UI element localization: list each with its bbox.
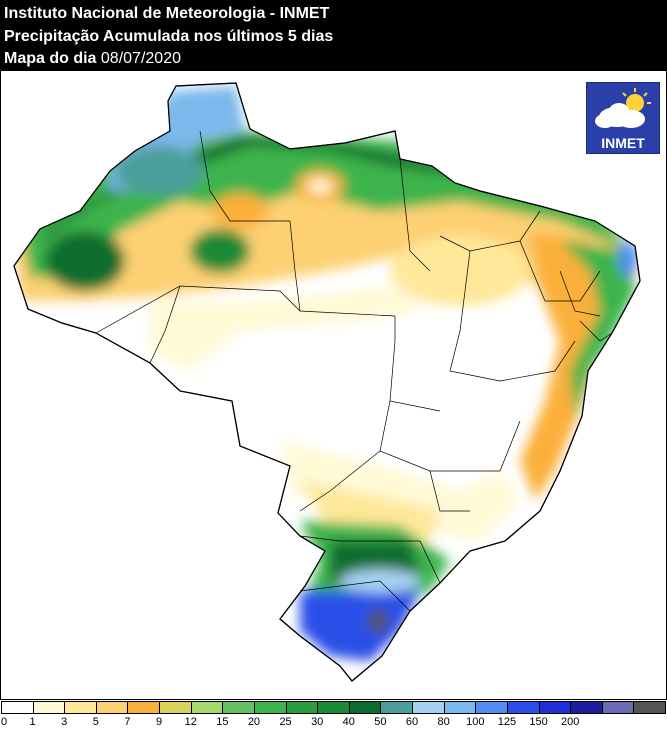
- legend-tick-label: 20: [247, 716, 261, 728]
- rain-area-east-green: [560, 241, 635, 421]
- legend-swatch: [475, 701, 508, 714]
- cloud-sun-icon: [595, 88, 651, 128]
- legend-tick-label: 200: [560, 716, 580, 728]
- legend-tick-label: 5: [92, 716, 99, 728]
- legend-swatch: [127, 701, 161, 714]
- rain-area-amazon-green: [190, 229, 250, 273]
- legend-tick-label: 7: [124, 716, 131, 728]
- legend-tick-label: 12: [184, 716, 197, 728]
- legend-swatch: [633, 701, 666, 714]
- legend-tick-label: 40: [342, 716, 355, 728]
- legend-swatch: [253, 701, 287, 714]
- legend-swatch: [380, 701, 414, 714]
- legend-swatch: [601, 701, 635, 714]
- map-date-line: Mapa do dia 08/07/2020: [4, 49, 181, 68]
- legend-swatch: [412, 701, 445, 714]
- legend-tick-label: 60: [405, 716, 419, 728]
- legend-tick-label: 150: [529, 716, 548, 728]
- map-header: Instituto Nacional de Meteorologia - INM…: [0, 0, 667, 71]
- rain-area-northwest-teal: [115, 146, 205, 196]
- rain-area-west-dark: [45, 231, 125, 291]
- legend-swatch: [348, 701, 382, 714]
- institute-title: Instituto Nacional de Meteorologia - INM…: [4, 5, 330, 22]
- legend-swatch: [64, 701, 97, 714]
- rain-area-south-pale: [280, 441, 520, 541]
- legend-swatch: [506, 701, 540, 714]
- legend-swatch: [32, 701, 66, 714]
- rain-area-northeast-blue: [618, 241, 638, 277]
- legend-tick-label: 15: [216, 716, 229, 728]
- legend-swatch: [1, 701, 34, 714]
- legend-swatch: [159, 701, 192, 714]
- map-date: 08/07/2020: [100, 50, 181, 67]
- legend-tick-label: 3: [61, 716, 68, 728]
- map-subtitle: Precipitação Acumulada nos últimos 5 dia…: [4, 28, 334, 45]
- legend-swatch: [317, 701, 350, 714]
- legend-swatch: [190, 701, 224, 714]
- legend-tick-label: 9: [156, 716, 163, 728]
- map-date-label: Mapa do dia: [4, 50, 101, 67]
- legend-swatch: [570, 701, 603, 714]
- legend-tick-label: 50: [374, 716, 387, 728]
- legend-tick-label: 100: [466, 716, 485, 728]
- inmet-logo: INMET: [586, 82, 660, 154]
- rain-area-yellow-1: [308, 178, 332, 194]
- brazil-border: [13, 82, 641, 682]
- inmet-logo-text: INMET: [601, 135, 645, 151]
- rain-area-east-light: [390, 236, 530, 306]
- precipitation-legend: 0 1 3 5 7 9 12 15 20 25 30 40 50 60 80 100 125 150 200: [0, 701, 667, 730]
- legend-tick-label: 25: [279, 716, 292, 728]
- legend-tick-label: 80: [437, 716, 450, 728]
- legend-tick-label: 0: [1, 716, 8, 728]
- rain-area-south-blue: [300, 591, 420, 661]
- precipitation-map: [13, 82, 641, 682]
- rain-area-south-gray: [368, 609, 388, 633]
- rain-area-central-pale: [150, 286, 420, 371]
- legend-tick-label: 1: [29, 716, 36, 728]
- rain-area-orange-1: [212, 193, 268, 229]
- legend-tick-label: 30: [311, 716, 324, 728]
- legend-swatch: [95, 701, 129, 714]
- legend-swatch: [285, 701, 319, 714]
- legend-tick-label: 125: [497, 716, 517, 728]
- legend-swatch: [443, 701, 477, 714]
- legend-swatch: [538, 701, 572, 714]
- legend-swatch: [222, 701, 255, 714]
